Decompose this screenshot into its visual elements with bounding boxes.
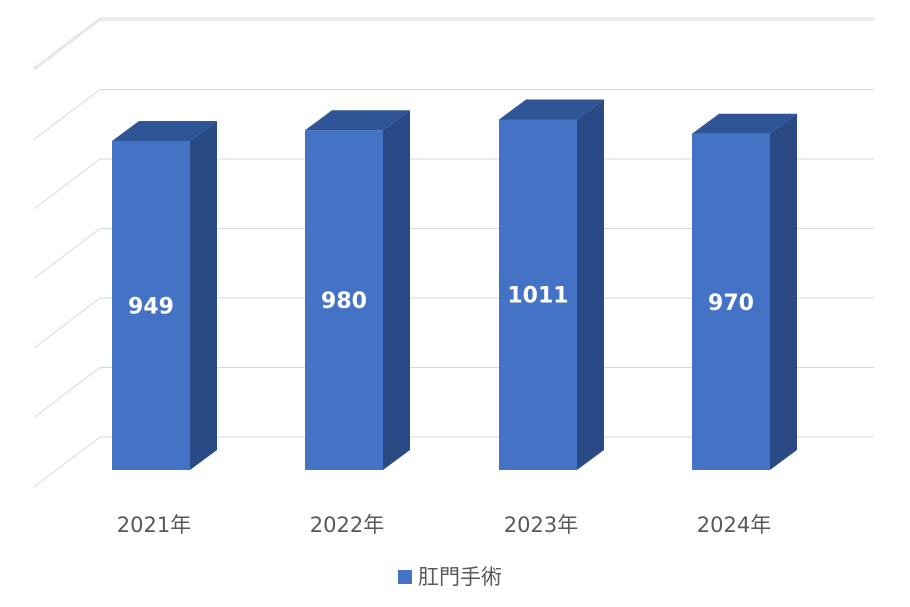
legend-swatch (398, 570, 412, 584)
gridline-depth (33, 436, 101, 488)
gridline-depth (33, 19, 101, 71)
x-tick-label: 2021年 (117, 513, 191, 537)
bar-top-face (499, 99, 604, 120)
bar-2024年 (692, 113, 797, 471)
gridline-depth (33, 89, 101, 140)
x-axis-tick-labels: 2021年 2022年 2023年 2024年 (117, 513, 771, 537)
data-label: 980 (321, 289, 367, 314)
bar-top-face (112, 120, 217, 141)
bar-2021年 (112, 120, 217, 471)
bars (112, 99, 797, 471)
legend: 肛門手術 (398, 565, 502, 589)
data-label: 1011 (507, 284, 568, 309)
bar-top-face (692, 113, 797, 134)
gridline-depth (33, 228, 101, 279)
bar-front-face (692, 133, 770, 471)
bar-front-face (305, 130, 383, 470)
x-tick-label: 2022年 (310, 513, 384, 537)
bar-front-face (112, 140, 190, 471)
bar-2022年 (305, 110, 410, 470)
bar-side-face (383, 110, 410, 470)
bar-side-face (577, 99, 604, 470)
data-label: 949 (128, 294, 174, 319)
bar-2023年 (499, 99, 604, 470)
bar-front-face (499, 119, 577, 470)
gridline-depth (33, 17, 101, 69)
gridlines (33, 17, 874, 488)
bar-top-face (305, 110, 410, 131)
data-labels: 949 980 1011 970 (128, 284, 754, 320)
legend-label: 肛門手術 (418, 565, 502, 589)
x-tick-label: 2023年 (504, 513, 578, 537)
data-label: 970 (708, 291, 754, 316)
x-tick-label: 2024年 (697, 513, 771, 537)
bar-side-face (190, 120, 217, 471)
gridline-depth (33, 158, 101, 210)
gridline-depth (33, 297, 101, 349)
bar-side-face (770, 113, 797, 471)
gridline-depth (33, 367, 101, 418)
